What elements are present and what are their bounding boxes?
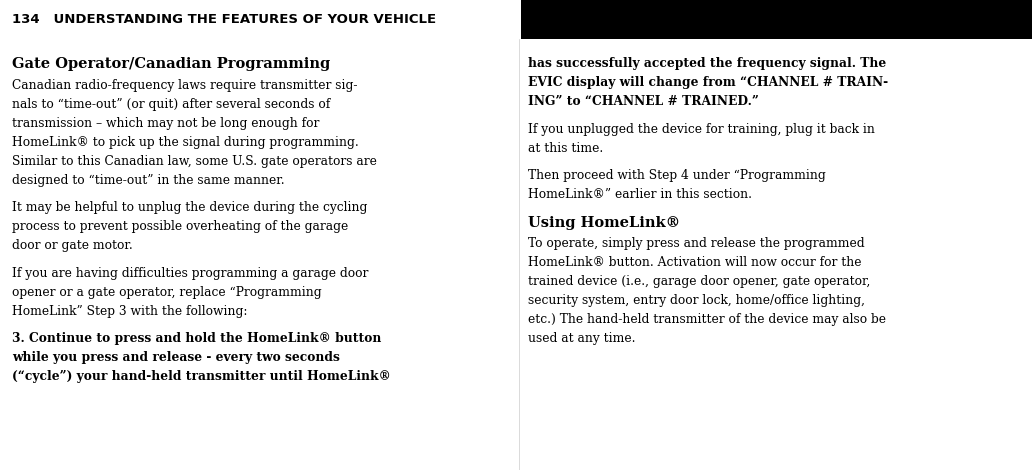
Text: HomeLink®” earlier in this section.: HomeLink®” earlier in this section. (528, 188, 752, 201)
Text: door or gate motor.: door or gate motor. (12, 239, 133, 252)
Text: designed to “time-out” in the same manner.: designed to “time-out” in the same manne… (12, 174, 285, 187)
Text: etc.) The hand-held transmitter of the device may also be: etc.) The hand-held transmitter of the d… (528, 313, 886, 326)
Bar (0, 0, 521, 39)
Text: 3. Continue to press and hold the HomeLink® button: 3. Continue to press and hold the HomeLi… (12, 332, 382, 345)
Text: HomeLink® to pick up the signal during programming.: HomeLink® to pick up the signal during p… (12, 136, 359, 149)
Text: nals to “time-out” (or quit) after several seconds of: nals to “time-out” (or quit) after sever… (12, 98, 330, 111)
Text: To operate, simply press and release the programmed: To operate, simply press and release the… (528, 237, 865, 251)
Text: used at any time.: used at any time. (528, 332, 636, 345)
Text: Canadian radio-frequency laws require transmitter sig-: Canadian radio-frequency laws require tr… (12, 79, 358, 92)
Text: HomeLink” Step 3 with the following:: HomeLink” Step 3 with the following: (12, 305, 248, 318)
Text: 134   UNDERSTANDING THE FEATURES OF YOUR VEHICLE: 134 UNDERSTANDING THE FEATURES OF YOUR V… (12, 13, 437, 26)
Text: security system, entry door lock, home/office lighting,: security system, entry door lock, home/o… (528, 294, 866, 307)
Text: while you press and release - every two seconds: while you press and release - every two … (12, 351, 341, 364)
Text: EVIC display will change from “CHANNEL # TRAIN-: EVIC display will change from “CHANNEL #… (528, 76, 889, 89)
Text: transmission – which may not be long enough for: transmission – which may not be long eno… (12, 117, 320, 130)
Text: opener or a gate operator, replace “Programming: opener or a gate operator, replace “Prog… (12, 286, 322, 299)
Text: (“cycle”) your hand-held transmitter until HomeLink®: (“cycle”) your hand-held transmitter unt… (12, 370, 391, 383)
Text: at this time.: at this time. (528, 141, 604, 155)
Text: has successfully accepted the frequency signal. The: has successfully accepted the frequency … (528, 57, 886, 70)
Text: Then proceed with Step 4 under “Programming: Then proceed with Step 4 under “Programm… (528, 169, 827, 182)
Text: trained device (i.e., garage door opener, gate operator,: trained device (i.e., garage door opener… (528, 275, 871, 288)
Text: If you unplugged the device for training, plug it back in: If you unplugged the device for training… (528, 123, 875, 136)
Text: process to prevent possible overheating of the garage: process to prevent possible overheating … (12, 220, 349, 233)
Bar (0, 0, 1032, 39)
Text: If you are having difficulties programming a garage door: If you are having difficulties programmi… (12, 267, 368, 280)
Text: Gate Operator/Canadian Programming: Gate Operator/Canadian Programming (12, 57, 330, 71)
Text: It may be helpful to unplug the device during the cycling: It may be helpful to unplug the device d… (12, 202, 367, 214)
Text: Using HomeLink®: Using HomeLink® (528, 216, 681, 229)
Text: ING” to “CHANNEL # TRAINED.”: ING” to “CHANNEL # TRAINED.” (528, 95, 760, 108)
Text: HomeLink® button. Activation will now occur for the: HomeLink® button. Activation will now oc… (528, 256, 862, 269)
Text: Similar to this Canadian law, some U.S. gate operators are: Similar to this Canadian law, some U.S. … (12, 155, 378, 168)
